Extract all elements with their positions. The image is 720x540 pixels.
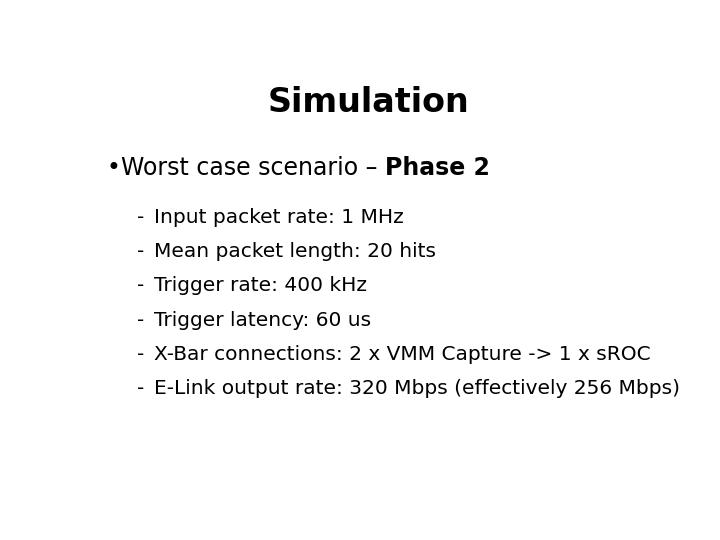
Text: Trigger latency: 60 us: Trigger latency: 60 us (154, 310, 372, 329)
Text: E-Link output rate: 320 Mbps (effectively 256 Mbps): E-Link output rate: 320 Mbps (effectivel… (154, 379, 680, 398)
Text: -: - (137, 208, 144, 227)
Text: Simulation: Simulation (268, 85, 470, 119)
Text: •: • (107, 156, 121, 180)
Text: -: - (137, 276, 144, 295)
Text: -: - (137, 310, 144, 329)
Text: Mean packet length: 20 hits: Mean packet length: 20 hits (154, 242, 436, 261)
Text: X-Bar connections: 2 x VMM Capture -> 1 x sROC: X-Bar connections: 2 x VMM Capture -> 1 … (154, 345, 651, 363)
Text: -: - (137, 379, 144, 398)
Text: -: - (137, 345, 144, 363)
Text: Input packet rate: 1 MHz: Input packet rate: 1 MHz (154, 208, 404, 227)
Text: Phase 2: Phase 2 (384, 156, 490, 180)
Text: -: - (137, 242, 144, 261)
Text: Trigger rate: 400 kHz: Trigger rate: 400 kHz (154, 276, 367, 295)
Text: Worst case scenario –: Worst case scenario – (121, 156, 384, 180)
